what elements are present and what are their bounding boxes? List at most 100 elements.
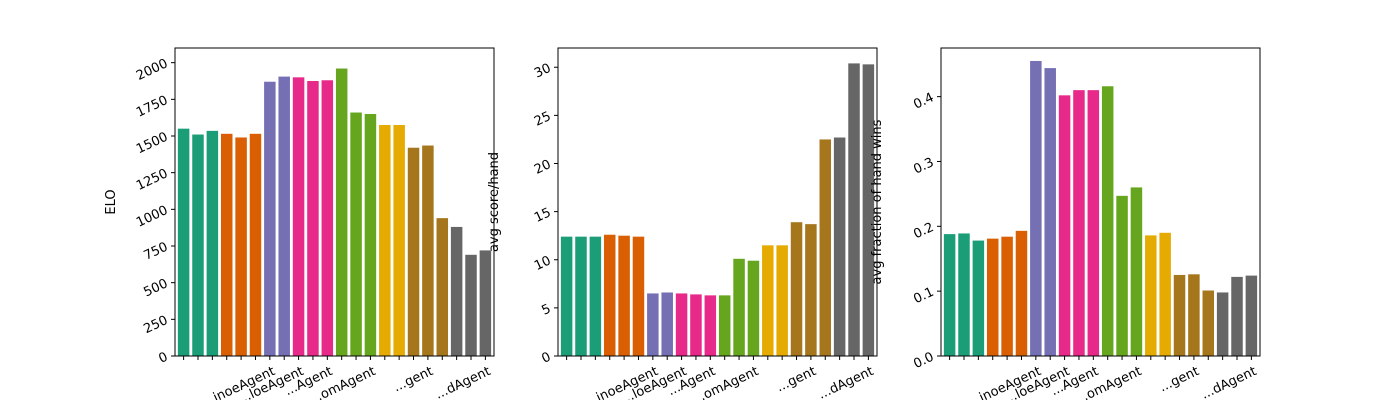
y-tick-label: 0.4 [911, 90, 936, 112]
y-tick-label: 0.1 [911, 285, 936, 307]
bar-1-16 [393, 125, 405, 356]
plot-frame [174, 47, 495, 357]
y-tick-label: 750 [142, 240, 171, 264]
bar-1-22 [479, 250, 492, 356]
bar-2-8 [661, 292, 673, 356]
bar-1-20 [450, 226, 463, 356]
y-tick-label: 25 [532, 109, 553, 130]
bar-3-19 [1202, 290, 1215, 356]
y-tick-label: 20 [532, 157, 553, 178]
y-tick-label: 30 [532, 61, 553, 82]
bar-2-1 [560, 236, 573, 356]
bar-1-12 [335, 68, 348, 356]
chart-panel-1: 0 250 500 750 1000 1250 1500 1750 2000 ELO ...inoe… [104, 47, 495, 400]
bar-1-19 [436, 218, 449, 356]
bar-2-2 [575, 236, 587, 356]
bar-1-4 [220, 133, 233, 356]
bar-3-5 [1001, 236, 1013, 356]
bar-2-12 [718, 295, 731, 356]
y-tick-label: 0.2 [911, 220, 936, 242]
bar-1-1 [177, 128, 190, 356]
chart-panel-3: 0.0 0.1 0.2 0.3 0.4 avg fraction of hand wins… [870, 47, 1261, 400]
bar-2-6 [632, 236, 645, 356]
bar-3-6 [1015, 230, 1028, 356]
bar-2-17 [790, 222, 803, 356]
bar-1-13 [350, 112, 362, 356]
bar-1-3 [206, 130, 219, 356]
bar-2-5 [618, 235, 630, 356]
x-tick-label: ...gent [774, 364, 818, 395]
x-tick-label: ...gent [391, 364, 435, 395]
y-tick-label: 1750 [134, 93, 170, 121]
y-tick-label: 500 [142, 276, 171, 300]
bar-3-14 [1130, 187, 1143, 356]
bar-1-8 [278, 76, 290, 356]
bar-3-3 [972, 240, 985, 356]
y-tick-label: 0 [157, 350, 171, 367]
bar-3-21 [1231, 276, 1243, 356]
bar-2-16 [776, 245, 788, 356]
bar-1-11 [321, 80, 334, 357]
x-tick-labels: ...inoeAgent...loeAgent...Agent...omAgen… [200, 364, 493, 400]
bar-2-4 [603, 234, 616, 356]
x-tick-label: ...gent [1157, 364, 1201, 395]
bar-1-2 [192, 134, 204, 356]
bar-3-2 [958, 233, 970, 356]
bar-1-9 [292, 77, 305, 356]
y-tick-label: 0.0 [911, 350, 936, 372]
y-tick-label: 1000 [134, 203, 170, 231]
y-tick-label: 1250 [134, 166, 170, 194]
bar-1-18 [422, 145, 434, 356]
bar-1-10 [307, 81, 319, 356]
y-axis-label: avg score/hand [487, 152, 502, 252]
y-tick-label: 0.3 [911, 155, 936, 177]
bar-1-21 [465, 254, 477, 356]
bar-2-7 [647, 293, 659, 356]
x-tick-label: ...dAgent [1199, 364, 1259, 400]
bar-3-16 [1159, 232, 1171, 356]
bar-2-10 [690, 294, 702, 356]
y-tick-label: 1500 [134, 130, 170, 158]
bar-2-19 [819, 139, 832, 356]
bar-2-20 [833, 137, 846, 356]
plot-frame [940, 47, 1261, 357]
bar-3-7 [1030, 60, 1042, 356]
bar-2-21 [848, 63, 860, 357]
y-axis-label: ELO [104, 189, 119, 214]
bar-1-17 [407, 147, 420, 356]
bar-2-18 [805, 224, 817, 356]
x-tick-label: ...dAgent [816, 364, 876, 400]
bar-3-8 [1044, 68, 1056, 356]
bar-3-11 [1087, 90, 1100, 357]
y-axis-label: avg fraction of hand wins [870, 119, 885, 284]
chart-panel-2: 0 5 10 15 20 25 30 avg score/hand ...inoeAgent..… [487, 47, 878, 400]
bar-1-14 [364, 114, 377, 356]
bar-2-14 [747, 260, 760, 356]
bar-2-13 [733, 258, 745, 356]
bar-3-12 [1101, 86, 1114, 356]
bar-2-11 [704, 295, 717, 356]
bar-3-15 [1145, 235, 1157, 356]
bar-3-13 [1116, 195, 1128, 356]
y-tick-label: 5 [540, 302, 554, 319]
y-tick-label: 0 [540, 350, 554, 367]
x-tick-labels: ...inoeAgent...loeAgent...Agent...omAgen… [966, 364, 1259, 400]
x-tick-label: ...dAgent [433, 364, 493, 400]
plot-frame [557, 47, 878, 357]
bar-3-17 [1173, 274, 1186, 356]
bar-2-3 [589, 236, 602, 356]
y-tick-label: 15 [532, 205, 553, 226]
bar-1-6 [249, 133, 262, 356]
bar-3-20 [1216, 292, 1229, 356]
bar-3-10 [1073, 90, 1085, 357]
bar-1-15 [379, 125, 391, 356]
bar-2-15 [762, 245, 774, 356]
bar-3-18 [1188, 274, 1200, 356]
bar-3-22 [1245, 275, 1258, 356]
x-tick-labels: ...inoeAgent...loeAgent...Agent...omAgen… [583, 364, 876, 400]
bar-1-5 [235, 137, 247, 356]
bar-3-9 [1058, 95, 1071, 356]
y-tick-label: 10 [532, 253, 553, 274]
bar-3-1 [943, 234, 956, 356]
